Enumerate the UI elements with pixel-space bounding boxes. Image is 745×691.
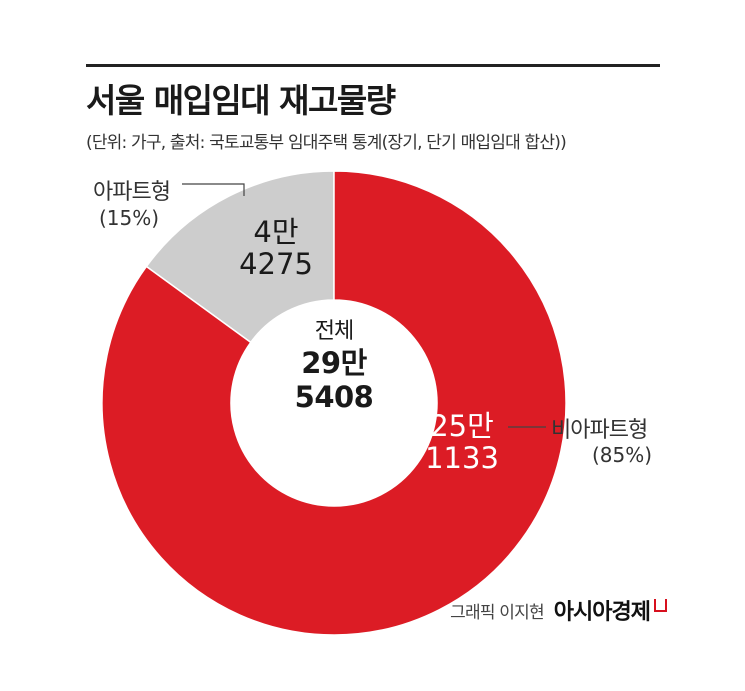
legend-label-apartment: 아파트형 xyxy=(93,180,171,205)
legend-percent-non-apartment: (85%) xyxy=(592,443,653,467)
segment-value-non-apartment-line2: 1133 xyxy=(425,441,499,475)
center-total: 전체 29만 5408 xyxy=(282,318,386,414)
total-value-line1: 29만 xyxy=(301,346,367,380)
credit-text: 그래픽 이지현 xyxy=(450,602,544,623)
legend-label-non-apartment: 비아파트형 xyxy=(551,418,648,443)
segment-value-apartment: 4만 4275 xyxy=(228,216,324,280)
leader-line-apartment xyxy=(182,183,245,196)
legend-percent-apartment: (15%) xyxy=(99,206,160,230)
segment-value-apartment-line2: 4275 xyxy=(239,247,313,281)
title-rule xyxy=(86,64,660,67)
credit: 그래픽 이지현 아시아경제 xyxy=(450,594,667,626)
chart-subtitle: (단위: 가구, 출처: 국토교통부 임대주택 통계(장기, 단기 매입임대 합… xyxy=(86,133,567,153)
segment-value-non-apartment: 25만 1133 xyxy=(414,410,510,474)
donut-slice-0 xyxy=(101,170,567,636)
segment-value-non-apartment-line1: 25만 xyxy=(430,409,494,443)
chart-title: 서울 매입임대 재고물량 xyxy=(86,81,396,120)
total-value-line2: 5408 xyxy=(294,380,374,414)
brand-mark-icon xyxy=(654,598,667,612)
brand-logo: 아시아경제 xyxy=(553,600,651,625)
segment-value-apartment-line1: 4만 xyxy=(253,215,299,249)
total-label: 전체 xyxy=(314,319,354,344)
donut-slice-1 xyxy=(145,170,335,344)
